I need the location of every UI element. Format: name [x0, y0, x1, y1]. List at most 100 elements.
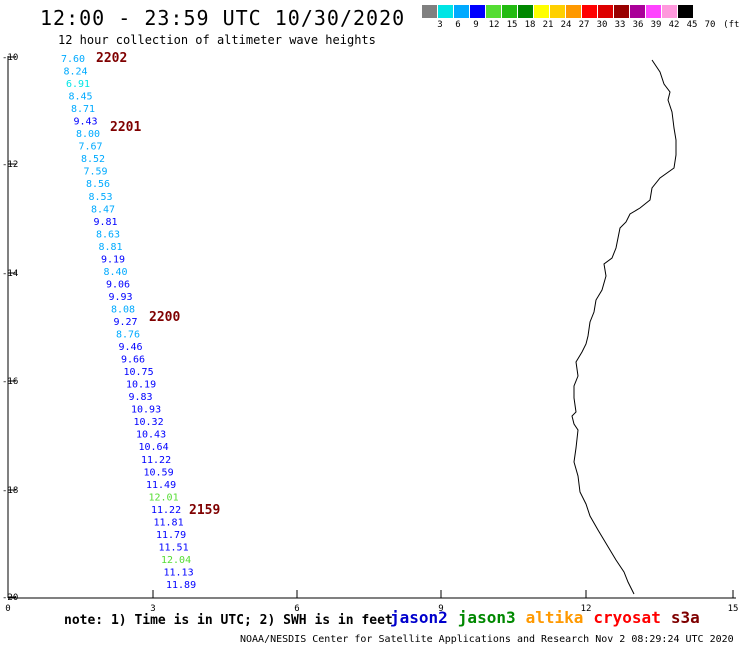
- satellite-legend-item: jason3: [457, 608, 516, 627]
- wave-height-value: 11.13: [164, 568, 194, 579]
- wave-height-value: 8.71: [71, 104, 95, 115]
- legend-swatch: [646, 5, 662, 18]
- legend-swatch: [438, 5, 454, 18]
- coastline: [571, 59, 677, 595]
- wave-height-value: 8.47: [91, 204, 115, 215]
- legend-label: 12: [488, 20, 500, 30]
- legend-label: 36: [632, 20, 644, 30]
- legend-swatch: [454, 5, 470, 18]
- pass-time-label: 2200: [149, 310, 180, 325]
- wave-height-value: 9.93: [109, 292, 133, 303]
- legend-swatch: [470, 5, 486, 18]
- legend-swatch: [582, 5, 598, 18]
- satellite-legend-item: s3a: [670, 608, 700, 627]
- wave-height-value: 8.63: [96, 229, 120, 240]
- wave-height-value: 8.45: [69, 92, 93, 103]
- wave-height-value: 9.66: [121, 355, 145, 366]
- wave-height-value: 8.24: [64, 67, 88, 78]
- y-tick-label: -14: [2, 269, 18, 279]
- legend-swatch: [662, 5, 678, 18]
- pass-time-label: 2202: [96, 51, 127, 66]
- axis-ticks: -10 -12 -14 -16 -18 -200 3 6 9 12 15: [2, 53, 738, 614]
- satellite-legend-item: cryosat: [593, 608, 661, 627]
- x-tick-label: 6: [294, 604, 299, 614]
- legend-label: 45: [686, 20, 698, 30]
- legend-swatches: [422, 5, 694, 18]
- wave-height-value: 8.56: [86, 179, 110, 190]
- pass-time-label: 2159: [189, 503, 220, 518]
- pass-time-label: 2201: [110, 120, 141, 135]
- satellite-legend: jason2 jason3 altika cryosat s3a: [390, 608, 710, 627]
- legend-swatch: [502, 5, 518, 18]
- y-tick-label: -10: [2, 53, 18, 63]
- legend-swatch: [614, 5, 630, 18]
- wave-height-value: 10.64: [139, 442, 169, 453]
- x-tick-label: 0: [5, 604, 10, 614]
- wave-height-value: 11.81: [154, 517, 184, 528]
- wave-height-value: 11.51: [159, 542, 189, 553]
- legend-label: 30: [596, 20, 608, 30]
- satellite-legend-item: jason2: [390, 608, 448, 627]
- map-subtitle: 12 hour collection of altimeter wave hei…: [58, 33, 376, 47]
- legend-swatch: [422, 5, 438, 18]
- wave-height-value: 11.22: [151, 505, 181, 516]
- wave-height-value: 10.43: [136, 430, 166, 441]
- wave-height-value: 10.93: [131, 405, 161, 416]
- legend-label: 9: [473, 20, 479, 30]
- legend-label: 15: [506, 20, 518, 30]
- legend-swatch: [678, 5, 694, 18]
- wave-height-value: 11.22: [141, 455, 171, 466]
- wave-height-value: 9.06: [106, 279, 130, 290]
- map-frame: [7, 56, 736, 599]
- wave-height-value: 8.40: [104, 267, 128, 278]
- footer-credit: NOAA/NESDIS Center for Satellite Applica…: [240, 634, 734, 645]
- y-tick-label: -20: [2, 593, 18, 603]
- legend-label: 33: [614, 20, 626, 30]
- wave-height-value: 12.04: [161, 555, 191, 566]
- wave-height-value: 9.27: [114, 317, 138, 328]
- note-text: note: 1) Time is in UTC; 2) SWH is in fe…: [64, 613, 393, 628]
- wave-height-value: 10.75: [124, 367, 154, 378]
- legend-unit: (ft): [723, 20, 740, 30]
- y-tick-label: -18: [2, 486, 18, 496]
- legend-label: 6: [455, 20, 461, 30]
- wave-height-value: 10.19: [126, 380, 156, 391]
- wave-height-value: 11.79: [156, 530, 186, 541]
- legend-swatch: [598, 5, 614, 18]
- legend-swatch: [534, 5, 550, 18]
- pass-time-labels: 2202 2201 2200 2159: [96, 51, 220, 518]
- legend-swatch: [630, 5, 646, 18]
- wave-height-value: 9.81: [94, 217, 118, 228]
- legend-label: 27: [578, 20, 590, 30]
- wave-height-value: 9.19: [101, 254, 125, 265]
- wave-height-value: 11.89: [166, 580, 196, 591]
- y-tick-label: -16: [2, 377, 18, 387]
- wave-height-value: 8.81: [99, 242, 123, 253]
- wave-height-value: 7.60: [61, 54, 85, 65]
- legend-swatch: [550, 5, 566, 18]
- wave-height-value: 12.01: [149, 492, 179, 503]
- legend-label: 3: [437, 20, 443, 30]
- legend-label: 21: [542, 20, 554, 30]
- wave-height-value: 10.59: [144, 467, 174, 478]
- legend-swatch: [566, 5, 582, 18]
- y-tick-label: -12: [2, 160, 18, 170]
- wave-height-value: 8.00: [76, 129, 100, 140]
- x-tick-label: 12: [581, 604, 592, 614]
- map-title: 12:00 - 23:59 UTC 10/30/2020: [40, 6, 406, 30]
- wave-height-value: 8.53: [89, 192, 113, 203]
- wave-height-value: 11.49: [146, 480, 176, 491]
- legend-label: 42: [668, 20, 680, 30]
- wave-height-value: 9.43: [74, 117, 98, 128]
- wave-height-value: 7.67: [79, 142, 103, 153]
- x-tick-label: 15: [728, 604, 739, 614]
- legend-swatch: [486, 5, 502, 18]
- wave-height-value: 8.08: [111, 305, 135, 316]
- legend-swatch: [518, 5, 534, 18]
- legend-label: 18: [524, 20, 536, 30]
- x-tick-label: 9: [438, 604, 443, 614]
- wave-height-observations: 7.60 8.246.91 8.458.71 9.438.00 7.678.52 7.59…: [61, 54, 196, 591]
